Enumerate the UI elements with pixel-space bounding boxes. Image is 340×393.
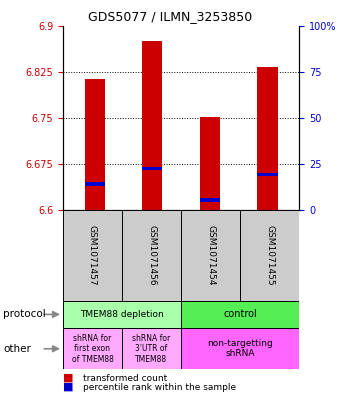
Text: ■: ■ — [63, 382, 73, 392]
FancyBboxPatch shape — [63, 301, 181, 328]
Text: control: control — [223, 309, 257, 320]
Bar — [257, 68, 277, 210]
Text: GSM1071454: GSM1071454 — [206, 225, 215, 286]
Text: GSM1071457: GSM1071457 — [88, 225, 97, 286]
Text: transformed count: transformed count — [83, 374, 168, 382]
Text: GSM1071455: GSM1071455 — [265, 225, 274, 286]
Bar — [257, 173, 277, 176]
FancyBboxPatch shape — [122, 328, 181, 369]
Bar — [142, 167, 162, 170]
Text: shRNA for
3'UTR of
TMEM88: shRNA for 3'UTR of TMEM88 — [132, 334, 171, 364]
Text: shRNA for
first exon
of TMEM88: shRNA for first exon of TMEM88 — [71, 334, 113, 364]
Bar — [200, 117, 220, 210]
FancyBboxPatch shape — [122, 210, 181, 301]
Text: percentile rank within the sample: percentile rank within the sample — [83, 383, 236, 391]
Text: protocol: protocol — [3, 309, 46, 320]
Text: GDS5077 / ILMN_3253850: GDS5077 / ILMN_3253850 — [88, 10, 252, 23]
Text: ■: ■ — [63, 373, 73, 383]
Text: other: other — [3, 344, 31, 354]
Bar — [200, 198, 220, 202]
FancyBboxPatch shape — [240, 210, 299, 301]
Text: GSM1071456: GSM1071456 — [147, 225, 156, 286]
FancyBboxPatch shape — [181, 210, 240, 301]
FancyBboxPatch shape — [63, 328, 122, 369]
Text: TMEM88 depletion: TMEM88 depletion — [80, 310, 164, 319]
Text: non-targetting
shRNA: non-targetting shRNA — [207, 339, 273, 358]
Bar — [142, 41, 162, 210]
Bar — [85, 79, 105, 210]
Bar — [85, 182, 105, 185]
FancyBboxPatch shape — [181, 328, 299, 369]
FancyBboxPatch shape — [63, 210, 122, 301]
FancyBboxPatch shape — [181, 301, 299, 328]
